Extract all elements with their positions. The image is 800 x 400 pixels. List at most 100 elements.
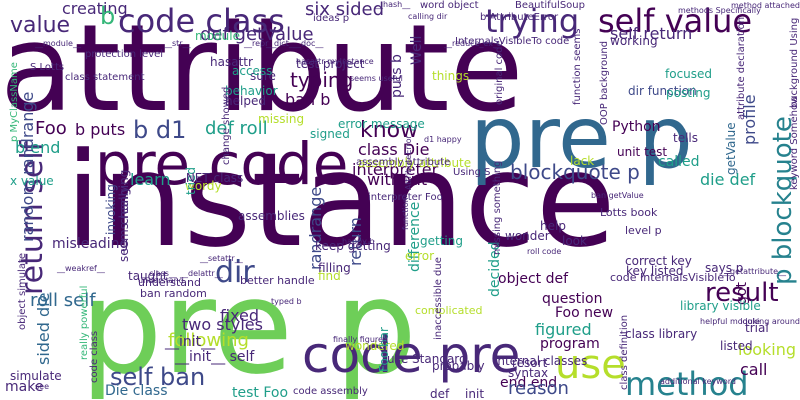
cloud-word: def getValue bbox=[200, 24, 314, 45]
cloud-word: method bbox=[625, 365, 749, 400]
cloud-word: level p bbox=[625, 224, 662, 237]
cloud-word: object def bbox=[498, 271, 569, 287]
cloud-word: find bbox=[318, 269, 341, 283]
cloud-word: additional keyword bbox=[660, 377, 736, 386]
cloud-word: without bbox=[367, 170, 428, 189]
cloud-word: ban random bbox=[140, 287, 207, 300]
cloud-word: die def bbox=[700, 170, 756, 189]
cloud-word: missing bbox=[258, 112, 305, 126]
cloud-word: __init__ self bbox=[175, 349, 255, 365]
cloud-word: __setattr__ bbox=[200, 254, 243, 263]
cloud-word: listed bbox=[720, 339, 753, 353]
cloud-word: says p bbox=[705, 261, 744, 275]
cloud-word: Python bbox=[612, 119, 661, 135]
cloud-word: creating bbox=[62, 0, 128, 18]
cloud-word: Foo bbox=[35, 118, 67, 139]
cloud-word: use bbox=[555, 342, 626, 388]
cloud-word: behavior bbox=[225, 84, 278, 98]
cloud-word: looking around bbox=[740, 317, 800, 326]
cloud-word: things bbox=[432, 69, 470, 83]
cloud-word: assembly attribute bbox=[356, 157, 451, 168]
cloud-word: keyword Somehow bbox=[789, 95, 800, 190]
cloud-word: value bbox=[10, 13, 71, 38]
cloud-word: getting bbox=[420, 234, 463, 248]
cloud-word: taught bbox=[128, 269, 168, 283]
cloud-word: focused bbox=[665, 67, 713, 81]
cloud-word: unit test bbox=[617, 145, 668, 159]
cloud-word: figured bbox=[535, 320, 592, 339]
cloud-word: trying bbox=[485, 2, 580, 40]
cloud-word: dir bbox=[215, 255, 255, 290]
cloud-word: test Foo bbox=[232, 385, 289, 400]
cloud-word: function seems bbox=[572, 28, 583, 106]
cloud-word: self return bbox=[610, 24, 693, 43]
cloud-word: code assembly bbox=[293, 386, 368, 397]
cloud-word: __module__ bbox=[35, 39, 81, 48]
cloud-word: blockquote p bbox=[510, 160, 640, 184]
cloud-word: better handle bbox=[240, 274, 315, 287]
cloud-word: __str__ bbox=[164, 39, 191, 48]
cloud-word: make bbox=[5, 379, 44, 395]
cloud-word: pre p bbox=[80, 251, 417, 400]
cloud-word: dir function bbox=[628, 84, 697, 98]
cloud-word: key listed bbox=[626, 264, 684, 278]
cloud-word: b puts bbox=[75, 120, 126, 139]
cloud-word: library visible bbox=[680, 299, 761, 313]
cloud-word: AttributeError bbox=[404, 135, 413, 190]
cloud-word: self ban bbox=[110, 363, 206, 391]
cloud-word: filling bbox=[318, 261, 351, 275]
cloud-word: method attached bbox=[731, 1, 800, 10]
cloud-word: __init__ bbox=[165, 334, 216, 350]
cloud-word: lack bbox=[570, 154, 595, 168]
cloud-word: interpreter bbox=[352, 160, 439, 179]
cloud-word: look bbox=[562, 234, 587, 248]
cloud-word: self value bbox=[598, 2, 753, 40]
cloud-word: d1 happy bbox=[424, 135, 462, 144]
cloud-word: b bbox=[100, 2, 116, 30]
cloud-word: methods Specifically bbox=[678, 6, 761, 15]
cloud-word: ban getValue bbox=[591, 191, 644, 200]
cloud-word: code class bbox=[118, 2, 285, 40]
cloud-word: change showed bbox=[221, 86, 232, 165]
cloud-word: __getattribute__ bbox=[722, 267, 787, 276]
cloud-word: typing bbox=[290, 68, 354, 92]
cloud-word: know bbox=[360, 118, 419, 143]
cloud-word: x value bbox=[10, 174, 54, 188]
cloud-word: Lotts book bbox=[600, 206, 658, 219]
cloud-word: wondered bbox=[345, 339, 405, 353]
cloud-word: seems useful bbox=[350, 74, 403, 83]
cloud-word: code pre bbox=[302, 326, 521, 384]
cloud-word: probably bbox=[432, 359, 485, 373]
cloud-word: syntax bbox=[508, 366, 549, 380]
cloud-word: assemblies bbox=[238, 209, 305, 223]
cloud-word: __hash__ bbox=[375, 0, 411, 9]
cloud-word: interpreter Foo bbox=[368, 192, 443, 203]
cloud-word: OOP background bbox=[599, 40, 610, 125]
cloud-word: resort bbox=[512, 356, 548, 370]
cloud-word: really powerful bbox=[79, 285, 90, 360]
cloud-word: .NET class bbox=[182, 171, 244, 185]
cloud-word: __weakref__ bbox=[57, 264, 105, 273]
cloud-word: class Die bbox=[358, 140, 430, 159]
cloud-word: question bbox=[542, 291, 603, 307]
cloud-word: reason bbox=[508, 378, 569, 399]
cloud-word: assembly attribute bbox=[358, 156, 472, 170]
cloud-word: __dict__ bbox=[266, 39, 297, 48]
cloud-word: Using S bbox=[453, 167, 491, 178]
cloud-word: correct key bbox=[625, 254, 692, 268]
cloud-word: two styles bbox=[182, 315, 263, 334]
cloud-word: helpful module bbox=[700, 317, 760, 326]
cloud-word: happy b bbox=[342, 237, 375, 246]
cloud-word: Foo new bbox=[555, 305, 614, 321]
cloud-word: b end bbox=[15, 138, 61, 157]
cloud-word: def __init__ bbox=[430, 387, 497, 400]
cloud-word: wordy bbox=[185, 179, 222, 193]
cloud-word: call bbox=[740, 360, 768, 379]
cloud-word: __delattr__ bbox=[180, 269, 223, 278]
cloud-word: module bbox=[195, 29, 240, 43]
cloud-word: __repr__ bbox=[244, 39, 277, 48]
cloud-word: b d1 bbox=[133, 116, 187, 144]
cloud-word: code class bbox=[89, 330, 100, 383]
cloud-word: class statement bbox=[65, 72, 145, 83]
